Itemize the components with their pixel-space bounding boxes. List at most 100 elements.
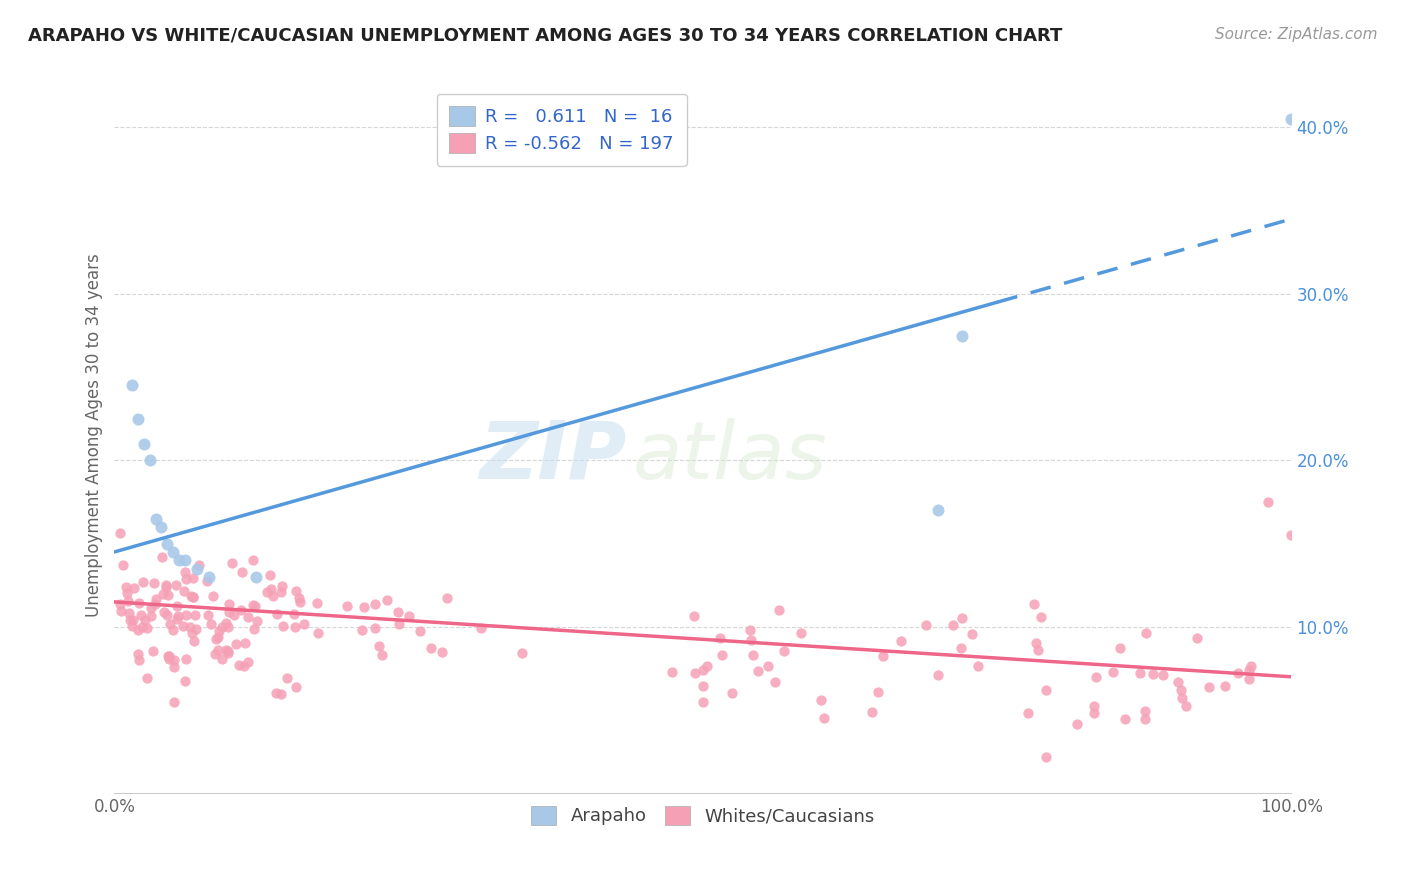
Point (128, 596, 150, 610)
Point (165, 578, 187, 592)
Point (1185, 631, 1208, 645)
Point (1114, 712, 1136, 726)
Point (683, 666, 706, 681)
Point (152, 587, 174, 601)
Point (181, 590, 204, 604)
Point (1133, 712, 1156, 726)
Point (661, 665, 683, 679)
Point (692, 679, 714, 693)
Point (271, 619, 294, 633)
Point (163, 660, 186, 674)
Point (245, 570, 267, 584)
Point (121, 378, 143, 392)
Point (174, 553, 197, 567)
Point (150, 520, 173, 534)
Point (284, 620, 307, 634)
Point (131, 620, 153, 634)
Point (288, 591, 311, 606)
Point (117, 607, 139, 621)
Point (1025, 635, 1047, 649)
Point (228, 657, 250, 672)
Point (231, 565, 253, 579)
Point (1175, 698, 1198, 713)
Point (159, 617, 181, 632)
Point (188, 558, 211, 572)
Point (710, 648, 733, 662)
Point (950, 328, 973, 343)
Point (127, 623, 149, 637)
Point (207, 624, 229, 638)
Point (259, 567, 281, 582)
Point (1237, 673, 1260, 687)
Point (740, 632, 762, 647)
Point (1066, 717, 1088, 731)
Point (224, 608, 246, 623)
Point (1135, 626, 1157, 640)
Point (115, 586, 138, 600)
Point (243, 622, 266, 636)
Point (692, 664, 714, 678)
Point (211, 651, 233, 665)
Point (225, 636, 247, 650)
Point (132, 575, 155, 590)
Point (183, 608, 205, 623)
Point (110, 603, 132, 617)
Point (217, 620, 239, 634)
Point (1026, 643, 1049, 657)
Point (136, 671, 159, 685)
Point (1281, 112, 1303, 126)
Point (307, 597, 329, 611)
Point (121, 613, 143, 627)
Point (284, 583, 307, 598)
Point (270, 585, 292, 599)
Point (720, 686, 742, 700)
Point (307, 626, 329, 640)
Text: Source: ZipAtlas.com: Source: ZipAtlas.com (1215, 27, 1378, 42)
Point (1281, 528, 1303, 542)
Point (350, 624, 373, 638)
Point (398, 608, 420, 623)
Point (121, 619, 143, 633)
Point (181, 571, 204, 585)
Point (436, 591, 458, 605)
Point (692, 695, 714, 709)
Point (139, 601, 162, 615)
Point (1083, 698, 1105, 713)
Point (364, 621, 387, 635)
Point (217, 644, 239, 658)
Point (738, 623, 761, 637)
Text: atlas: atlas (633, 417, 827, 496)
Point (155, 577, 177, 591)
Legend: Arapaho, Whites/Caucasians: Arapaho, Whites/Caucasians (522, 797, 884, 834)
Point (709, 632, 731, 646)
Point (1227, 665, 1250, 680)
Point (156, 536, 179, 550)
Point (132, 436, 155, 450)
Point (789, 626, 811, 640)
Point (1035, 749, 1057, 764)
Point (1167, 675, 1189, 690)
Point (283, 607, 305, 621)
Point (139, 609, 162, 624)
Point (122, 581, 145, 595)
Point (110, 525, 132, 540)
Point (173, 584, 195, 599)
Point (145, 592, 167, 607)
Point (181, 625, 204, 640)
Point (207, 630, 229, 644)
Point (368, 639, 391, 653)
Point (942, 617, 965, 632)
Point (214, 643, 236, 657)
Point (949, 640, 972, 655)
Point (960, 627, 983, 641)
Point (166, 612, 188, 626)
Point (866, 685, 889, 699)
Point (271, 579, 294, 593)
Point (419, 640, 441, 655)
Point (221, 556, 243, 570)
Point (207, 642, 229, 657)
Point (162, 623, 184, 637)
Point (245, 614, 267, 628)
Point (183, 634, 205, 648)
Point (747, 665, 769, 679)
